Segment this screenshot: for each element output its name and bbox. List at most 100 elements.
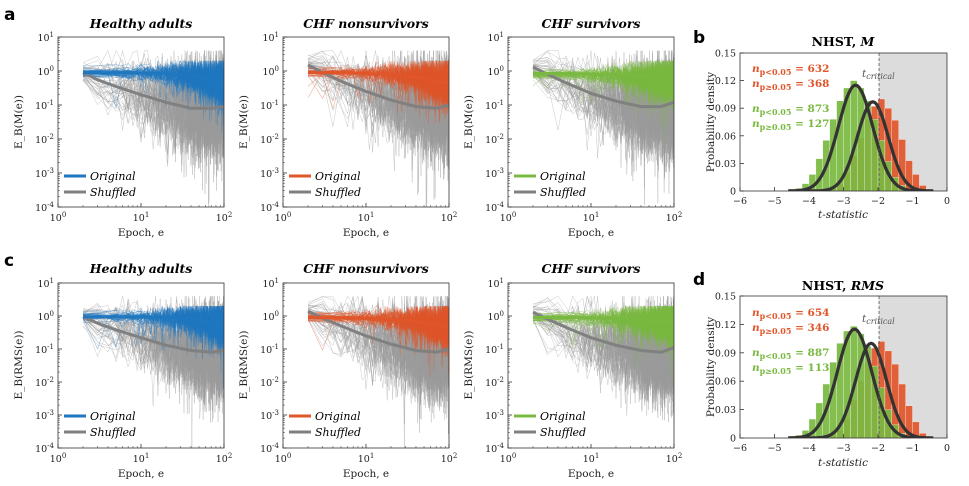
mean-lines xyxy=(532,310,674,354)
chart-c-nonsurv: CHF nonsurvivors 10-410-310-210-11001011… xyxy=(238,261,457,480)
tick-label: 10-2 xyxy=(35,133,54,146)
fit-curve xyxy=(788,83,934,191)
annotations: np<0.05 = 632 np≥0.05 = 368 np<0.05 = 87… xyxy=(752,63,829,132)
tick-label: 10-1 xyxy=(35,99,54,112)
tick-label: 101 xyxy=(133,452,150,465)
x-axis-label: Epoch, e xyxy=(343,468,389,480)
legend-shuffled-label: Shuffled xyxy=(315,186,361,199)
chart-b-histogram: NHST, M −6 −5 −4 −3 −2 −1 0 0 0.03 0.06 0.09 0.12 0.… xyxy=(705,34,950,221)
tick-label: 10-3 xyxy=(260,409,279,422)
original-mean-line xyxy=(307,71,449,86)
chart-c-healthy: Healthy adults 10-410-310-210-1100101100… xyxy=(13,261,232,480)
original-mean-line xyxy=(533,316,674,324)
histogram-bar xyxy=(898,139,906,191)
legend-original-label: Original xyxy=(90,410,136,423)
tick-label: 10-1 xyxy=(485,99,504,112)
mean-lines xyxy=(532,65,674,109)
legend-shuffled-label: Shuffled xyxy=(315,426,361,439)
y-tick-label: 0.06 xyxy=(715,131,736,142)
original-mean-line xyxy=(83,315,224,327)
tick-label: 100 xyxy=(487,65,504,78)
original-mean-line xyxy=(83,71,224,85)
legend-original-label: Original xyxy=(90,170,136,183)
tick-label: 10-2 xyxy=(35,376,54,389)
tick-label: 101 xyxy=(583,211,600,224)
tick-label: 102 xyxy=(666,211,683,224)
axes: −6 −5 −4 −3 −2 −1 0 0 0.03 0.06 0.09 0.12 0.15 xyxy=(715,292,950,455)
tick-label: 10-3 xyxy=(35,167,54,180)
t-critical-label: tcritical xyxy=(862,68,895,81)
y-tick-label: 0.03 xyxy=(715,405,736,416)
y-axis-label: Probability density xyxy=(705,317,717,417)
tick-label: 100 xyxy=(262,310,279,323)
histogram-bar xyxy=(857,333,865,438)
legend-original-label: Original xyxy=(315,170,361,183)
annotation-surv-nonsignificant: np≥0.05 = 113 xyxy=(752,362,829,376)
tick-label: 101 xyxy=(358,211,375,224)
trajectories xyxy=(532,295,674,423)
tick-label: 10-3 xyxy=(485,167,504,180)
y-tick-label: 0.12 xyxy=(715,76,736,87)
tick-label: 100 xyxy=(275,211,292,224)
tick-label: 101 xyxy=(358,452,375,465)
original-trajectory xyxy=(307,306,449,347)
original-mean-line xyxy=(533,71,674,80)
chart-d-histogram: NHST, RMS −6 −5 −4 −3 −2 −1 0 0 0.03 0.06 0.09 0.12… xyxy=(705,278,950,469)
trajectories xyxy=(82,296,224,448)
x-tick-label: −1 xyxy=(905,196,919,207)
x-axis-label: Epoch, e xyxy=(118,227,164,239)
fit-curve xyxy=(788,100,934,191)
original-trajectory xyxy=(307,60,449,102)
x-axis-label: Epoch, e xyxy=(118,468,164,480)
x-axis-label: t-statistic xyxy=(818,209,868,221)
tick-label: 100 xyxy=(487,310,504,323)
annotation-nonsurv-significant: np<0.05 = 632 xyxy=(752,63,829,77)
x-tick-label: −1 xyxy=(905,443,919,454)
chart-title: CHF nonsurvivors xyxy=(303,261,428,276)
x-tick-label: −5 xyxy=(767,443,781,454)
annotation-nonsurv-nonsignificant: np≥0.05 = 368 xyxy=(752,78,829,92)
y-tick-label: 0.06 xyxy=(715,377,736,388)
chart-title: CHF survivors xyxy=(542,16,641,31)
tick-label: 101 xyxy=(487,31,504,44)
tick-label: 101 xyxy=(133,211,150,224)
tick-label: 10-2 xyxy=(485,133,504,146)
legend-shuffled-label: Shuffled xyxy=(90,426,136,439)
tick-label: 10-1 xyxy=(485,343,504,356)
tick-label: 100 xyxy=(500,452,517,465)
y-axis-label: E_B(M(e)) xyxy=(13,95,25,149)
x-tick-label: 0 xyxy=(944,443,950,454)
tick-label: 101 xyxy=(262,277,279,290)
legend: Original Shuffled xyxy=(514,170,586,199)
y-axis-label: E_B(M(e)) xyxy=(238,95,250,149)
annotation-surv-significant: np<0.05 = 887 xyxy=(752,347,829,361)
chart-title: CHF survivors xyxy=(542,261,641,276)
annotations: np<0.05 = 654 np≥0.05 = 346 np<0.05 = 88… xyxy=(752,307,829,376)
tick-label: 10-1 xyxy=(260,343,279,356)
original-trajectory xyxy=(307,306,449,346)
x-tick-label: −4 xyxy=(802,196,816,207)
chart-title: NHST, RMS xyxy=(802,278,884,293)
chart-title: Healthy adults xyxy=(89,261,193,276)
tick-label: 100 xyxy=(50,211,67,224)
shuffled-mean-line xyxy=(307,309,449,354)
tick-label: 100 xyxy=(50,452,67,465)
y-tick-label: 0.15 xyxy=(715,292,736,303)
panel-letter-d: d xyxy=(693,270,705,290)
x-tick-label: −2 xyxy=(871,443,885,454)
y-tick-label: 0.12 xyxy=(715,320,736,331)
x-axis-label: Epoch, e xyxy=(568,227,614,239)
tick-label: 10-2 xyxy=(260,376,279,389)
original-trajectory xyxy=(307,60,449,106)
shuffled-mean-line xyxy=(307,63,449,110)
histogram-body xyxy=(788,53,947,191)
shuffled-mean-line xyxy=(82,315,224,354)
y-axis-label: E_B(RMS(e)) xyxy=(13,330,25,399)
tick-label: 100 xyxy=(37,65,54,78)
mean-lines xyxy=(307,309,449,354)
histogram-body xyxy=(788,296,947,438)
tick-label: 102 xyxy=(441,452,458,465)
shuffled-mean-line xyxy=(82,71,224,110)
